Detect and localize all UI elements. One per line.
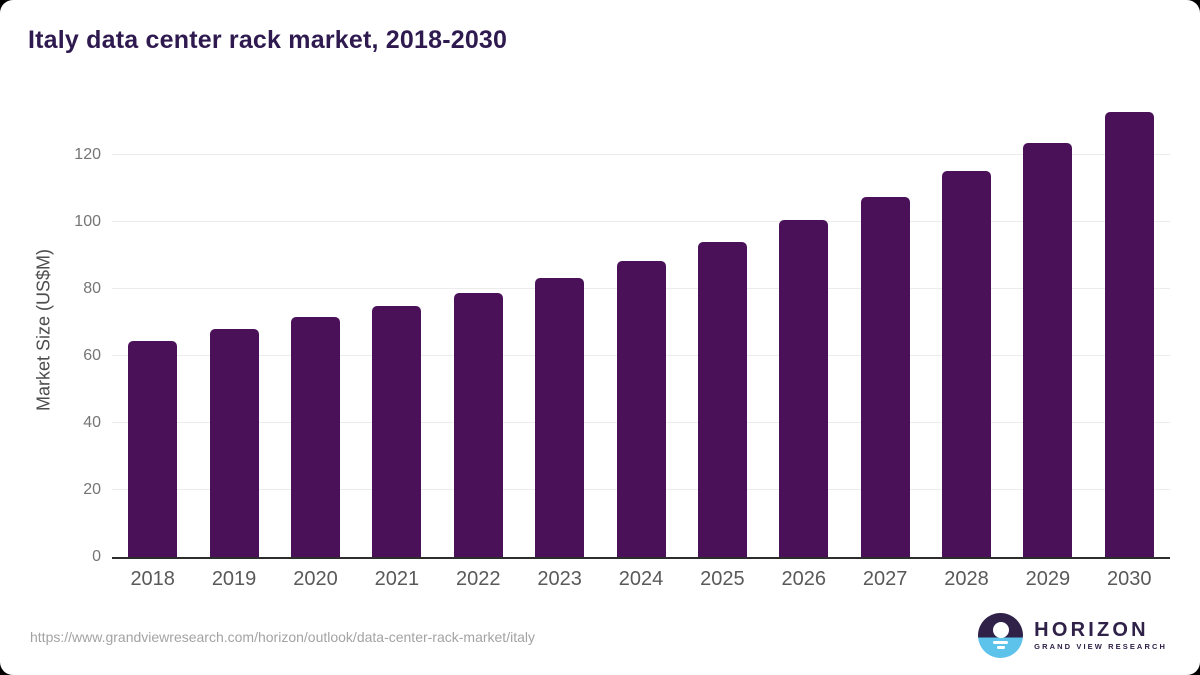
y-tick-label: 120	[74, 146, 101, 164]
bar-2030	[1104, 112, 1154, 557]
horizon-sun-icon	[978, 613, 1024, 658]
x-tick-label: 2022	[455, 568, 501, 590]
bar-2024	[616, 261, 666, 557]
bar-2023	[535, 277, 585, 557]
bar-chart: 0 20 40 60 80 100 120 2018 2019 2020 2021 2022 2023…	[74, 105, 1170, 589]
x-tick-label: 2028	[944, 568, 989, 590]
logo-name: HORIZON	[1034, 619, 1149, 642]
x-tick-label: 2027	[862, 568, 908, 590]
logo-subtitle: GRAND VIEW RESEARCH	[1034, 642, 1167, 652]
x-tick-label: 2018	[130, 568, 175, 590]
bar-2022	[453, 292, 503, 557]
x-tick-label: 2026	[781, 568, 827, 590]
bar-2021	[372, 305, 422, 557]
x-tick-label: 2021	[374, 568, 420, 590]
y-tick-label: 60	[83, 347, 101, 365]
horizon-logo: HORIZON GRAND VIEW RESEARCH	[978, 613, 1167, 658]
x-tick-label: 2030	[1107, 568, 1152, 590]
gridline	[112, 221, 1170, 223]
x-tick-label: 2023	[537, 568, 582, 590]
y-axis-title: Market Size (US$M)	[33, 248, 54, 412]
bar-2020	[290, 317, 340, 557]
bar-2018	[128, 340, 178, 557]
source-url: https://www.grandviewresearch.com/horizo…	[30, 629, 535, 645]
x-tick-label: 2020	[293, 568, 338, 590]
x-tick-label: 2024	[618, 568, 664, 590]
bar-2025	[697, 241, 747, 557]
y-tick-label: 80	[83, 280, 101, 298]
y-tick-label: 40	[83, 414, 101, 432]
x-tick-label: 2025	[700, 568, 745, 590]
y-tick-label: 20	[83, 481, 101, 499]
bar-2026	[779, 219, 829, 557]
bar-2027	[860, 197, 910, 557]
bar-2019	[209, 328, 259, 557]
bar-2029	[1023, 143, 1073, 557]
y-tick-label: 100	[74, 213, 101, 231]
bar-2028	[942, 171, 992, 557]
y-tick-label: 0	[92, 548, 101, 565]
gridline	[112, 154, 1170, 156]
x-tick-label: 2019	[211, 568, 257, 590]
page-title: Italy data center rack market, 2018-2030	[28, 26, 508, 54]
x-tick-label: 2029	[1025, 568, 1071, 590]
